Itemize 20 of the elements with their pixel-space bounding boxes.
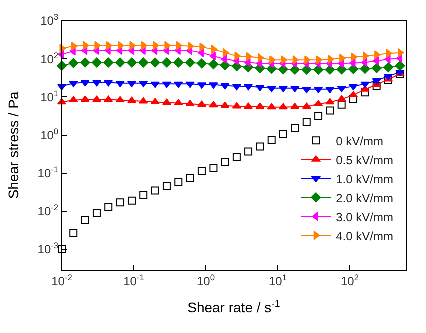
legend-label: 2.0 kV/mm — [336, 191, 394, 206]
legend-label: 0 kV/mm — [336, 134, 384, 148]
legend-label: 3.0 kV/mm — [336, 210, 394, 224]
y-axis-title: Shear stress / Pa — [5, 92, 22, 200]
y-tick-label: 10$^{-3}$ — [38, 240, 59, 257]
y-tick-label: 10$^{0}$ — [40, 126, 59, 142]
x-tick-label: 10$^{2}$ — [340, 272, 360, 288]
x-axis-title: Shear rate / s$^{-1}$ — [188, 298, 280, 316]
y-tick-label: 10$^{1}$ — [40, 88, 59, 104]
y-tick-label: 10$^{-1}$ — [38, 164, 59, 181]
x-tick-label: 10$^{-1}$ — [124, 272, 145, 288]
x-tick-label: 10$^{-2}$ — [52, 272, 73, 288]
x-tick-label: 10$^{0}$ — [196, 272, 216, 288]
y-tick-label: 10$^{-2}$ — [38, 202, 59, 219]
y-tick-label: 10$^{2}$ — [40, 50, 59, 66]
x-tick-label: 10$^{1}$ — [268, 272, 288, 288]
legend-label: 4.0 kV/mm — [336, 229, 394, 244]
y-tick-label: 10$^{3}$ — [40, 12, 59, 28]
legend-label: 0.5 kV/mm — [336, 153, 394, 168]
legend-label: 1.0 kV/mm — [336, 172, 394, 186]
